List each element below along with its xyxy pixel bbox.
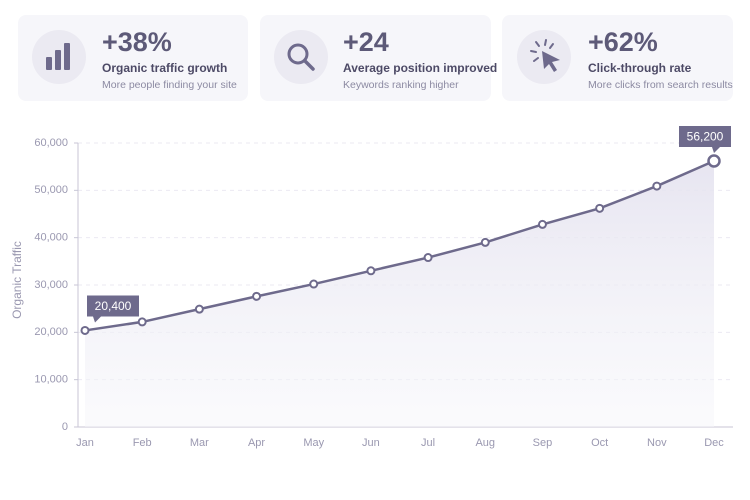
y-tick-label: 40,000 bbox=[34, 232, 68, 244]
point bbox=[137, 317, 147, 327]
point bbox=[423, 253, 433, 263]
y-tick-label: 60,000 bbox=[34, 137, 68, 149]
point bbox=[194, 304, 204, 314]
point bbox=[80, 325, 90, 335]
y-tick-label: 50,000 bbox=[34, 184, 68, 196]
data-label: 20,400 bbox=[95, 299, 132, 313]
x-tick-label: Oct bbox=[591, 437, 608, 449]
point bbox=[366, 266, 376, 276]
point bbox=[595, 203, 605, 213]
x-tick-label: Aug bbox=[475, 437, 495, 449]
point bbox=[537, 219, 547, 229]
plot: 0 10,000 20,000 30,000 40,000 50,000 60,000 Jan… bbox=[34, 125, 733, 449]
x-tick-label: Nov bbox=[647, 437, 667, 449]
data-label-box bbox=[87, 295, 139, 323]
point bbox=[252, 291, 262, 301]
card: +24 Average position improved Keywords r… bbox=[260, 15, 497, 101]
y-tick-label: 0 bbox=[62, 421, 68, 433]
card-value: +24 bbox=[343, 27, 389, 57]
card-sublabel: More clicks from search results bbox=[588, 79, 733, 91]
card-sublabel: More people finding your site bbox=[102, 79, 237, 91]
x-tick-label: Mar bbox=[190, 437, 209, 449]
area-fill bbox=[85, 160, 714, 427]
card-sublabel: Keywords ranking higher bbox=[343, 79, 459, 91]
card-label: Average position improved bbox=[343, 61, 497, 75]
data-label-box bbox=[679, 125, 731, 153]
point bbox=[707, 154, 721, 168]
x-tick-label: Jan bbox=[76, 437, 94, 449]
card-value: +38% bbox=[102, 27, 172, 57]
y-tick-label: 30,000 bbox=[34, 279, 68, 291]
y-tick-label: 10,000 bbox=[34, 374, 68, 386]
card: +62% Click-through rate More clicks from… bbox=[502, 15, 733, 101]
point bbox=[652, 181, 662, 191]
x-tick-label: Apr bbox=[248, 437, 265, 449]
card-value: +62% bbox=[588, 27, 658, 57]
card: +38% Organic traffic growth More people … bbox=[18, 15, 248, 101]
x-tick-label: Feb bbox=[133, 437, 152, 449]
card-label: Click-through rate bbox=[588, 61, 692, 75]
card-label: Organic traffic growth bbox=[102, 61, 227, 75]
x-tick-label: Jun bbox=[362, 437, 380, 449]
x-tick-label: Dec bbox=[704, 437, 724, 449]
y-axis-label: Organic Traffic bbox=[10, 241, 24, 319]
y-tick-label: 20,000 bbox=[34, 326, 68, 338]
line bbox=[84, 159, 715, 332]
x-tick-label: Sep bbox=[533, 437, 553, 449]
point bbox=[309, 279, 319, 289]
x-tick-label: May bbox=[303, 437, 324, 449]
data-label: 56,200 bbox=[687, 130, 724, 144]
point bbox=[480, 237, 490, 247]
x-tick-label: Jul bbox=[421, 437, 435, 449]
